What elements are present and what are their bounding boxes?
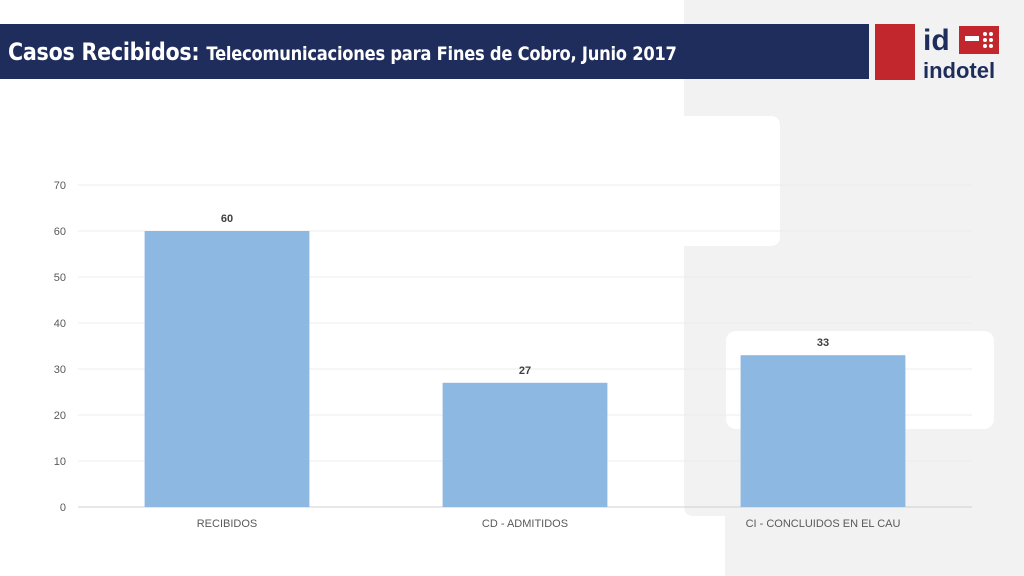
page-title-sub: Telecomunicaciones para Fines de Cobro, …	[206, 42, 677, 65]
logo-text-bottom: indotel	[923, 58, 995, 82]
y-tick-label: 20	[54, 410, 66, 422]
data-label: 27	[519, 365, 531, 377]
bar	[740, 355, 906, 507]
data-label: 60	[221, 213, 233, 225]
bar	[442, 382, 608, 507]
y-tick-label: 60	[54, 226, 66, 238]
y-tick-label: 50	[54, 272, 66, 284]
x-category-label: CI - CONCLUIDOS EN EL CAU	[746, 518, 901, 530]
indotel-logo: id indotel	[875, 24, 999, 82]
data-label: 33	[817, 337, 829, 349]
y-tick-label: 70	[54, 180, 66, 192]
page-title-main: Casos Recibidos:	[8, 37, 200, 66]
x-category-label: CD - ADMITIDOS	[482, 518, 568, 530]
bar	[144, 231, 310, 507]
y-tick-label: 40	[54, 318, 66, 330]
logo-text-top: id	[923, 24, 950, 57]
y-tick-label: 0	[60, 502, 66, 514]
page-title: Casos Recibidos: Telecomunicaciones para…	[8, 38, 677, 66]
y-tick-label: 30	[54, 364, 66, 376]
x-category-label: RECIBIDOS	[197, 518, 258, 530]
title-bar: Casos Recibidos: Telecomunicaciones para…	[0, 24, 869, 79]
y-tick-label: 10	[54, 456, 66, 468]
